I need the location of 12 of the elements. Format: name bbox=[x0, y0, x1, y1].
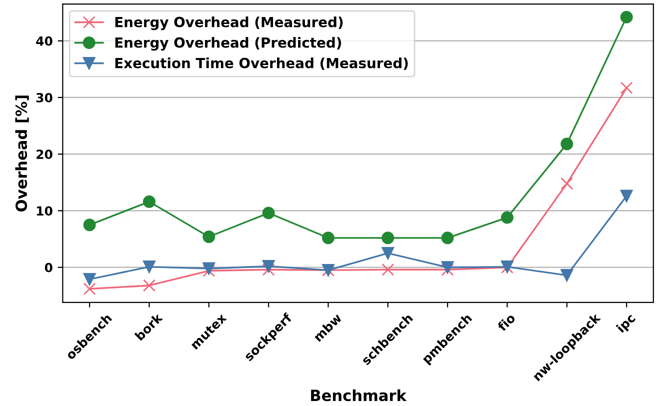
y-tick-label: 40 bbox=[36, 36, 52, 46]
y-tick-label: 10 bbox=[36, 206, 52, 216]
legend-label: Execution Time Overhead (Measured) bbox=[115, 58, 408, 70]
legend-label: Energy Overhead (Measured) bbox=[115, 16, 343, 30]
y-tick-label: 30 bbox=[36, 92, 52, 102]
legend-label: Energy Overhead (Predicted) bbox=[115, 37, 342, 51]
y-axis-title: Overhead [%] bbox=[15, 96, 29, 212]
y-tick-label: 20 bbox=[36, 150, 52, 160]
x-tick-label: fio bbox=[496, 312, 516, 332]
x-tick-label: ipc bbox=[616, 312, 638, 335]
x-axis-title: Benchmark bbox=[311, 389, 407, 402]
y-tick-label: 0 bbox=[44, 262, 52, 272]
